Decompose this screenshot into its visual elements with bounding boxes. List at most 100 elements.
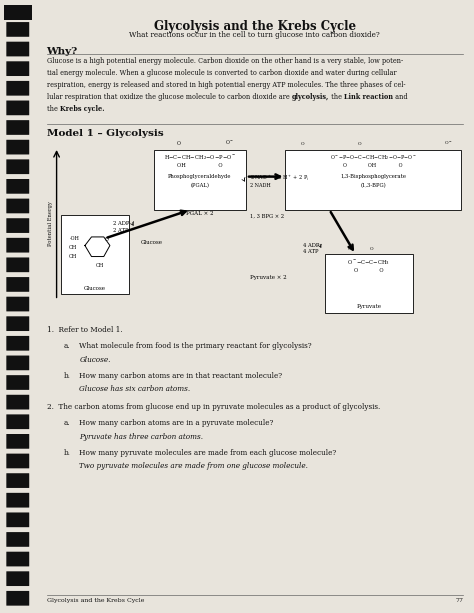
Text: How many pyruvate molecules are made from each glucose molecule?: How many pyruvate molecules are made fro… [79, 449, 337, 457]
Text: PGAL × 2: PGAL × 2 [186, 211, 214, 216]
Text: Glycolysis and the Krebs Cycle: Glycolysis and the Krebs Cycle [46, 598, 144, 603]
FancyBboxPatch shape [6, 454, 29, 468]
Text: OH                    O: OH O [177, 163, 223, 168]
FancyBboxPatch shape [6, 297, 29, 311]
FancyBboxPatch shape [6, 42, 29, 56]
Text: How many carbon atoms are in that reactant molecule?: How many carbon atoms are in that reacta… [79, 372, 283, 380]
Text: Glucose.: Glucose. [79, 356, 111, 364]
Text: Glycolysis and the Krebs Cycle: Glycolysis and the Krebs Cycle [154, 20, 356, 33]
Text: Glucose: Glucose [141, 240, 163, 245]
Text: Pyruvate: Pyruvate [356, 304, 381, 309]
FancyBboxPatch shape [6, 336, 29, 351]
Text: Link reaction: Link reaction [344, 93, 393, 101]
Text: 1, 3 BPG × 2: 1, 3 BPG × 2 [250, 213, 284, 218]
FancyBboxPatch shape [6, 473, 29, 488]
Text: 77: 77 [455, 598, 463, 603]
FancyBboxPatch shape [6, 571, 29, 586]
Text: and: and [393, 93, 407, 101]
FancyBboxPatch shape [6, 316, 29, 331]
Text: O: O [347, 246, 351, 251]
Text: O: O [105, 237, 109, 243]
FancyBboxPatch shape [6, 22, 29, 37]
Text: 4 ADP: 4 ADP [303, 243, 319, 248]
Text: OH: OH [69, 245, 77, 250]
FancyBboxPatch shape [61, 215, 128, 294]
FancyBboxPatch shape [6, 159, 29, 174]
Text: O$^-$$-$C$-$C$-$CH$_3$: O$^-$$-$C$-$C$-$CH$_3$ [347, 258, 390, 267]
Text: the: the [46, 105, 60, 113]
FancyBboxPatch shape [6, 493, 29, 508]
FancyBboxPatch shape [6, 414, 29, 429]
Text: the: the [328, 93, 344, 101]
Text: lular respiration that oxidize the glucose molecule to carbon dioxide are: lular respiration that oxidize the gluco… [46, 93, 292, 101]
Text: H$-$C$-$CH$-$CH$_2$$-$O$-$P$-$O$^-$: H$-$C$-$CH$-$CH$_2$$-$O$-$P$-$O$^-$ [164, 153, 236, 162]
Text: Pyruvate × 2: Pyruvate × 2 [250, 275, 287, 280]
FancyBboxPatch shape [6, 532, 29, 547]
Text: 4 ATP: 4 ATP [303, 249, 319, 254]
Text: Model 1 – Glycolysis: Model 1 – Glycolysis [46, 129, 163, 138]
FancyBboxPatch shape [6, 61, 29, 76]
Text: b.: b. [64, 449, 71, 457]
Text: -OH: -OH [70, 235, 80, 241]
FancyBboxPatch shape [6, 179, 29, 194]
FancyBboxPatch shape [154, 150, 246, 210]
Text: respiration, energy is released and stored in high potential energy ATP molecule: respiration, energy is released and stor… [46, 81, 405, 89]
Text: Pyruvate has three carbon atoms.: Pyruvate has three carbon atoms. [79, 433, 203, 441]
FancyBboxPatch shape [325, 254, 412, 313]
FancyBboxPatch shape [6, 81, 29, 96]
FancyBboxPatch shape [6, 591, 29, 606]
Text: O: O [370, 246, 373, 251]
Text: Glucose is a high potential energy molecule. Carbon dioxide on the other hand is: Glucose is a high potential energy molec… [46, 57, 403, 65]
Text: Glucose has six carbon atoms.: Glucose has six carbon atoms. [79, 386, 191, 394]
Text: OH: OH [96, 262, 104, 268]
Text: O$^-$: O$^-$ [225, 138, 234, 146]
FancyBboxPatch shape [6, 218, 29, 233]
FancyBboxPatch shape [285, 150, 461, 210]
Text: a.: a. [64, 342, 71, 350]
Text: O: O [357, 142, 361, 146]
FancyBboxPatch shape [6, 199, 29, 213]
FancyBboxPatch shape [3, 5, 32, 20]
Text: What molecule from food is the primary reactant for glycolysis?: What molecule from food is the primary r… [79, 342, 312, 350]
Text: Phosphoglyceraldehyde: Phosphoglyceraldehyde [168, 174, 232, 179]
FancyBboxPatch shape [6, 101, 29, 115]
Text: a.: a. [64, 419, 71, 427]
FancyBboxPatch shape [6, 257, 29, 272]
Text: O             O: O O [354, 268, 383, 273]
Text: 1.  Refer to Model 1.: 1. Refer to Model 1. [46, 326, 122, 334]
Text: Glucose: Glucose [83, 286, 106, 291]
FancyBboxPatch shape [6, 552, 29, 566]
FancyBboxPatch shape [6, 277, 29, 292]
FancyBboxPatch shape [6, 238, 29, 253]
FancyBboxPatch shape [6, 375, 29, 390]
Text: O$^-$: O$^-$ [444, 139, 453, 146]
Text: 2.  The carbon atoms from glucose end up in pyruvate molecules as a product of g: 2. The carbon atoms from glucose end up … [46, 403, 380, 411]
FancyBboxPatch shape [6, 120, 29, 135]
Text: Two pyruvate molecules are made from one glucose molecule.: Two pyruvate molecules are made from one… [79, 462, 308, 470]
FancyBboxPatch shape [6, 356, 29, 370]
Text: O$^-$$-$P$-$O$-$C$-$CH$-$CH$_2$$-$O$-$P$-$O$^-$: O$^-$$-$P$-$O$-$C$-$CH$-$CH$_2$$-$O$-$P$… [330, 153, 417, 162]
Text: O              OH               O: O OH O [343, 163, 403, 168]
Text: O: O [301, 142, 305, 146]
FancyBboxPatch shape [6, 512, 29, 527]
Text: 2 NADH: 2 NADH [249, 183, 270, 188]
FancyBboxPatch shape [6, 140, 29, 154]
Text: glycolysis,: glycolysis, [292, 93, 328, 101]
Text: (1,3-BPG): (1,3-BPG) [360, 183, 386, 188]
Text: How many carbon atoms are in a pyruvate molecule?: How many carbon atoms are in a pyruvate … [79, 419, 274, 427]
Text: 1,3-Bisphosphoglycerate: 1,3-Bisphosphoglycerate [340, 174, 406, 179]
Text: Krebs cycle.: Krebs cycle. [60, 105, 104, 113]
Text: tial energy molecule. When a glucose molecule is converted to carbon dioxide and: tial energy molecule. When a glucose mol… [46, 69, 396, 77]
Text: b.: b. [64, 372, 71, 380]
Text: OH: OH [69, 254, 77, 259]
Text: 2 ADP: 2 ADP [113, 221, 129, 226]
Text: What reactions occur in the cell to turn glucose into carbon dioxide?: What reactions occur in the cell to turn… [129, 31, 380, 39]
Text: 2 NAD$^+$ + 2 H$^+$ + 2 P$_i$: 2 NAD$^+$ + 2 H$^+$ + 2 P$_i$ [249, 173, 309, 183]
Text: 2 ATP: 2 ATP [113, 228, 128, 233]
FancyBboxPatch shape [6, 434, 29, 449]
Text: Why?: Why? [46, 47, 78, 56]
Text: Potential Energy: Potential Energy [47, 201, 53, 246]
FancyBboxPatch shape [6, 395, 29, 409]
Text: O: O [177, 141, 181, 146]
Text: (PGAL): (PGAL) [191, 183, 210, 188]
